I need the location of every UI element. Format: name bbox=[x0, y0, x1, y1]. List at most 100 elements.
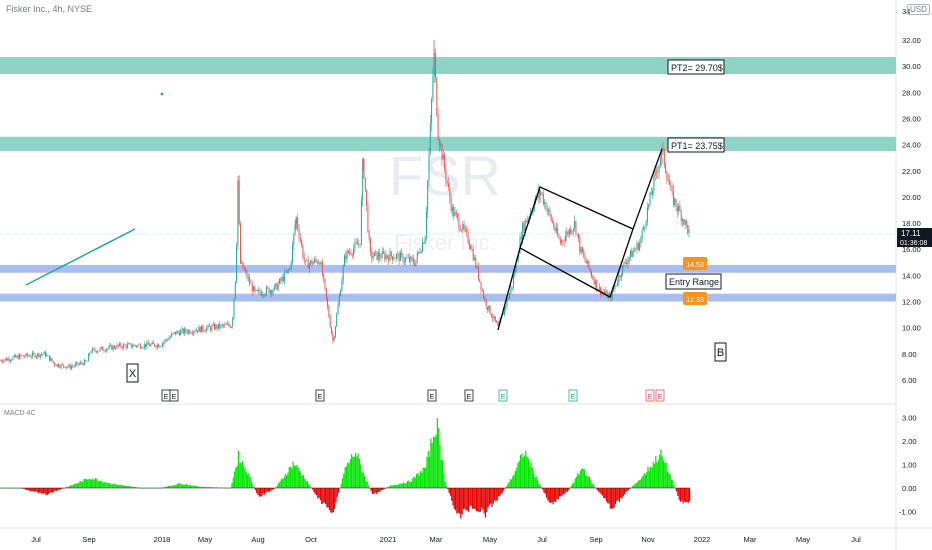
candle-body bbox=[254, 286, 256, 291]
macd-bar bbox=[477, 488, 479, 512]
macd-bar bbox=[58, 488, 60, 490]
time-axis[interactable]: Jul Sep 2018 May Aug Oct 2021 Mar May Jul Sep Nov 20… bbox=[31, 535, 861, 544]
macd-bar bbox=[247, 475, 249, 488]
candle-body bbox=[55, 365, 57, 367]
earnings-marker[interactable] bbox=[169, 389, 179, 402]
candle-body bbox=[43, 351, 45, 355]
macd-bar bbox=[265, 488, 267, 493]
candle-body bbox=[631, 250, 633, 257]
macd-bar bbox=[70, 485, 72, 488]
macd-bar bbox=[171, 485, 173, 488]
candle-body bbox=[470, 245, 472, 250]
candle-body bbox=[466, 229, 468, 232]
macd-bar bbox=[338, 488, 340, 493]
candle-body bbox=[604, 292, 605, 294]
breakout-line[interactable] bbox=[632, 148, 663, 230]
pt1-box[interactable] bbox=[667, 137, 725, 153]
earnings-marker[interactable] bbox=[427, 389, 437, 402]
macd-bar bbox=[232, 477, 234, 488]
earnings-marker[interactable] bbox=[464, 389, 474, 402]
candle-body bbox=[445, 168, 447, 181]
candle-body bbox=[125, 345, 127, 348]
candle-body bbox=[197, 330, 199, 332]
candle-body bbox=[632, 251, 634, 257]
zone-band-2[interactable] bbox=[0, 264, 896, 273]
macd-bar bbox=[374, 488, 376, 493]
macd-bar bbox=[456, 488, 458, 514]
trendline-teal[interactable] bbox=[25, 228, 136, 286]
earnings-marker[interactable] bbox=[568, 389, 578, 402]
candle-body bbox=[553, 222, 555, 228]
zone-band-3[interactable] bbox=[0, 293, 896, 302]
macd-bar bbox=[252, 484, 254, 488]
candle-body bbox=[303, 256, 305, 261]
candle-body bbox=[367, 205, 369, 232]
macd-bar bbox=[507, 484, 509, 488]
macd-bar bbox=[110, 484, 112, 488]
macd-bar bbox=[488, 488, 490, 505]
price-axis[interactable]: 34 32.00 30.00 28.00 26.00 24.00 22.00 20.00 18.… bbox=[902, 7, 921, 385]
macd-bar bbox=[332, 488, 334, 513]
candle-body bbox=[381, 251, 383, 259]
time-axis-label: 2018 bbox=[154, 535, 171, 544]
macd-bar bbox=[52, 488, 54, 493]
macd-bar bbox=[408, 480, 410, 488]
macd-bar bbox=[682, 488, 684, 504]
candle-body bbox=[305, 260, 306, 262]
macd-bar bbox=[404, 483, 406, 488]
drawing-layer[interactable] bbox=[25, 92, 663, 331]
macd-bar bbox=[432, 436, 435, 488]
macd-bar bbox=[425, 467, 427, 488]
macd-bar bbox=[535, 476, 537, 488]
macd-bar bbox=[458, 488, 461, 514]
macd-bar bbox=[31, 488, 33, 492]
earnings-marker[interactable] bbox=[498, 389, 508, 402]
pt2-box[interactable] bbox=[667, 59, 725, 75]
zone-band-1[interactable] bbox=[0, 136, 896, 152]
candle-body bbox=[376, 251, 378, 260]
candle-body bbox=[171, 333, 173, 337]
pt2-label: PT2= 29.70$ bbox=[671, 63, 723, 73]
currency-badge[interactable]: USD bbox=[907, 4, 930, 15]
macd-axis-label: -1.00 bbox=[899, 508, 916, 517]
candle-body bbox=[52, 361, 54, 363]
time-axis-label: Jul bbox=[851, 535, 861, 544]
macd-bar bbox=[179, 483, 181, 488]
candle-body bbox=[484, 298, 486, 301]
macd-bar bbox=[27, 488, 29, 491]
candle-body bbox=[544, 202, 546, 204]
candle-body bbox=[362, 159, 364, 200]
flag-channel[interactable] bbox=[519, 186, 634, 298]
flagpole-line[interactable] bbox=[497, 247, 521, 331]
b-marker-box[interactable] bbox=[714, 342, 727, 362]
zone-band-0[interactable] bbox=[0, 57, 896, 74]
entry-range-box[interactable] bbox=[665, 273, 722, 290]
earnings-marker[interactable] bbox=[655, 389, 665, 402]
macd-bar bbox=[193, 485, 195, 488]
macd-bar bbox=[276, 485, 279, 488]
candle-body bbox=[650, 192, 652, 195]
macd-bar bbox=[419, 471, 422, 488]
candle-body bbox=[416, 252, 418, 260]
macd-bar bbox=[400, 483, 402, 488]
candle-body bbox=[220, 324, 222, 328]
candle-body bbox=[360, 199, 362, 245]
candle-body bbox=[366, 189, 368, 206]
macd-bar bbox=[22, 488, 24, 489]
candle-body bbox=[440, 144, 442, 146]
earnings-marker[interactable] bbox=[315, 389, 325, 402]
x-marker-box[interactable] bbox=[126, 363, 139, 383]
macd-bar bbox=[484, 488, 487, 518]
macd-bar bbox=[273, 488, 275, 490]
macd-bar bbox=[660, 449, 662, 488]
macd-bar bbox=[444, 481, 446, 488]
macd-axis[interactable]: 3.00 2.00 1.00 0.00 -1.00 bbox=[899, 414, 917, 517]
macd-bar bbox=[529, 466, 531, 488]
earnings-marker[interactable] bbox=[645, 389, 655, 402]
candle-body bbox=[333, 337, 335, 341]
macd-bar bbox=[352, 456, 354, 488]
macd-bar bbox=[94, 477, 97, 488]
candle-body bbox=[619, 275, 621, 278]
